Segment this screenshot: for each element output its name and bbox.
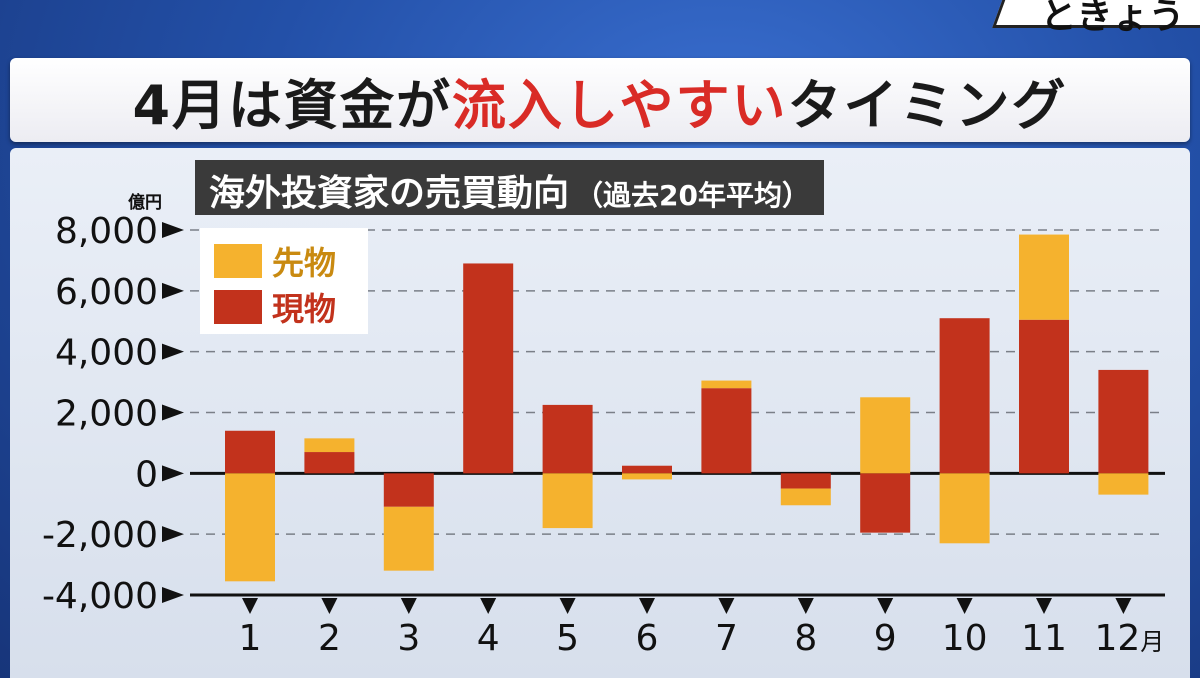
bar-futures <box>383 506 434 571</box>
bar-futures <box>1098 473 1149 495</box>
bar-spot <box>939 318 990 474</box>
chart-title-note: （過去20年平均） <box>575 179 810 212</box>
y-tick-arrow <box>162 343 184 360</box>
y-tick-arrow <box>162 404 184 421</box>
chart-title-text: 海外投資家の売買動向 <box>209 173 570 214</box>
bar-futures <box>542 473 593 529</box>
bar-spot <box>383 473 434 507</box>
x-tick-arrow <box>400 598 417 614</box>
headline-part1: 4月は資金が <box>132 73 453 137</box>
bar-spot <box>780 473 831 489</box>
x-tick-arrow <box>718 598 735 614</box>
x-tick-label: 3 <box>397 618 420 659</box>
bar-spot <box>304 452 355 474</box>
y-tick-label: -2,000 <box>42 515 158 556</box>
bar-futures <box>780 488 831 506</box>
bar-spot <box>1019 319 1069 474</box>
legend-swatch-spot <box>214 290 262 324</box>
chart-title: 海外投資家の売買動向 （過去20年平均） <box>195 160 824 215</box>
x-tick-label: 6 <box>636 618 659 659</box>
bar-futures <box>622 473 672 480</box>
y-tick-arrow <box>162 526 184 543</box>
x-tick-label: 2 <box>318 618 341 659</box>
bar-futures <box>304 438 355 453</box>
y-tick-label: 0 <box>135 454 158 495</box>
y-tick-label: -4,000 <box>42 576 158 617</box>
headline-part3: タイミング <box>787 73 1068 137</box>
y-axis-unit: 億円 <box>128 193 162 213</box>
x-tick-arrow <box>1036 598 1052 614</box>
x-tick-arrow <box>1115 598 1132 614</box>
x-tick-label: 1 <box>239 618 262 659</box>
y-tick-arrow <box>162 465 184 482</box>
bar-futures <box>225 473 275 582</box>
headline-banner: 4月は資金が 流入しやすい タイミング <box>10 58 1190 142</box>
x-tick-arrow <box>639 598 655 614</box>
headline-highlight: 流入しやすい <box>452 73 788 137</box>
x-tick-label: 9 <box>874 618 897 659</box>
legend-item-futures: 先物 <box>214 238 368 284</box>
legend-label-futures: 先物 <box>272 244 337 282</box>
legend-swatch-futures <box>214 244 262 278</box>
legend: 先物 現物 <box>200 228 368 334</box>
bar-spot <box>1098 369 1149 474</box>
bar-futures <box>860 397 911 474</box>
x-tick-label: 7 <box>715 618 738 659</box>
bar-futures <box>1019 234 1069 320</box>
y-tick-label: 4,000 <box>55 333 158 374</box>
y-tick-label: 8,000 <box>55 211 158 252</box>
bar-spot <box>622 465 672 474</box>
x-tick-arrow <box>797 598 814 614</box>
x-tick-arrow <box>559 598 576 614</box>
y-tick-label: 2,000 <box>55 394 158 435</box>
bar-spot <box>542 404 593 474</box>
x-tick-arrow <box>242 598 258 614</box>
y-tick-arrow <box>162 587 184 603</box>
bar-spot <box>225 430 275 474</box>
y-tick-arrow <box>162 222 184 238</box>
y-tick-arrow <box>162 282 184 299</box>
x-tick-label: 5 <box>556 618 579 659</box>
x-tick-arrow <box>877 598 894 614</box>
legend-label-spot: 現物 <box>272 290 337 328</box>
x-tick-arrow <box>956 598 973 614</box>
bar-futures <box>939 473 990 544</box>
bar-futures <box>701 380 752 389</box>
x-tick-label: 4 <box>477 618 500 659</box>
bar-spot <box>860 473 911 533</box>
x-tick-arrow <box>480 598 497 614</box>
x-tick-label: 8 <box>794 618 817 659</box>
x-tick-arrow <box>321 598 338 614</box>
legend-item-spot: 現物 <box>214 284 368 330</box>
bar-spot <box>701 388 752 474</box>
x-tick-label: 11 <box>1021 618 1067 659</box>
y-tick-label: 6,000 <box>55 272 158 313</box>
x-tick-label: 12月 <box>1094 618 1164 659</box>
x-tick-label: 10 <box>942 618 988 659</box>
bar-spot <box>463 263 514 474</box>
